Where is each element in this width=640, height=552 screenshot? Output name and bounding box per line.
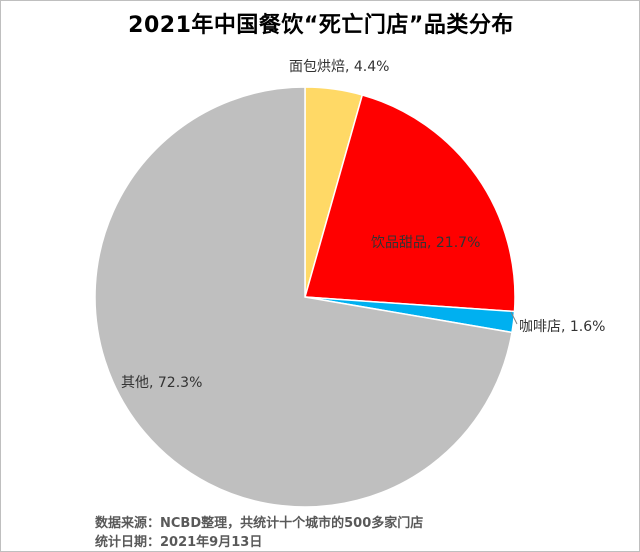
slice-label-4: 其他, 72.3% <box>121 375 202 391</box>
pie-slice-4 <box>94 86 513 508</box>
slice-label-1: 面包烘焙, 4.4% <box>289 59 389 75</box>
chart-title: 2021年中国餐饮“死亡门店”品类分布 <box>128 13 514 38</box>
pie-slice-2 <box>304 94 516 313</box>
stat-date-note: 统计日期：2021年9月13日 <box>95 535 263 550</box>
label-leader-line <box>510 311 518 325</box>
slice-label-2: 饮品甜品, 21.7% <box>371 235 480 251</box>
data-source-note: 数据来源：NCBD整理，共统计十个城市的500多家门店 <box>95 516 424 531</box>
slice-label-3: 咖啡店, 1.6% <box>519 319 605 335</box>
